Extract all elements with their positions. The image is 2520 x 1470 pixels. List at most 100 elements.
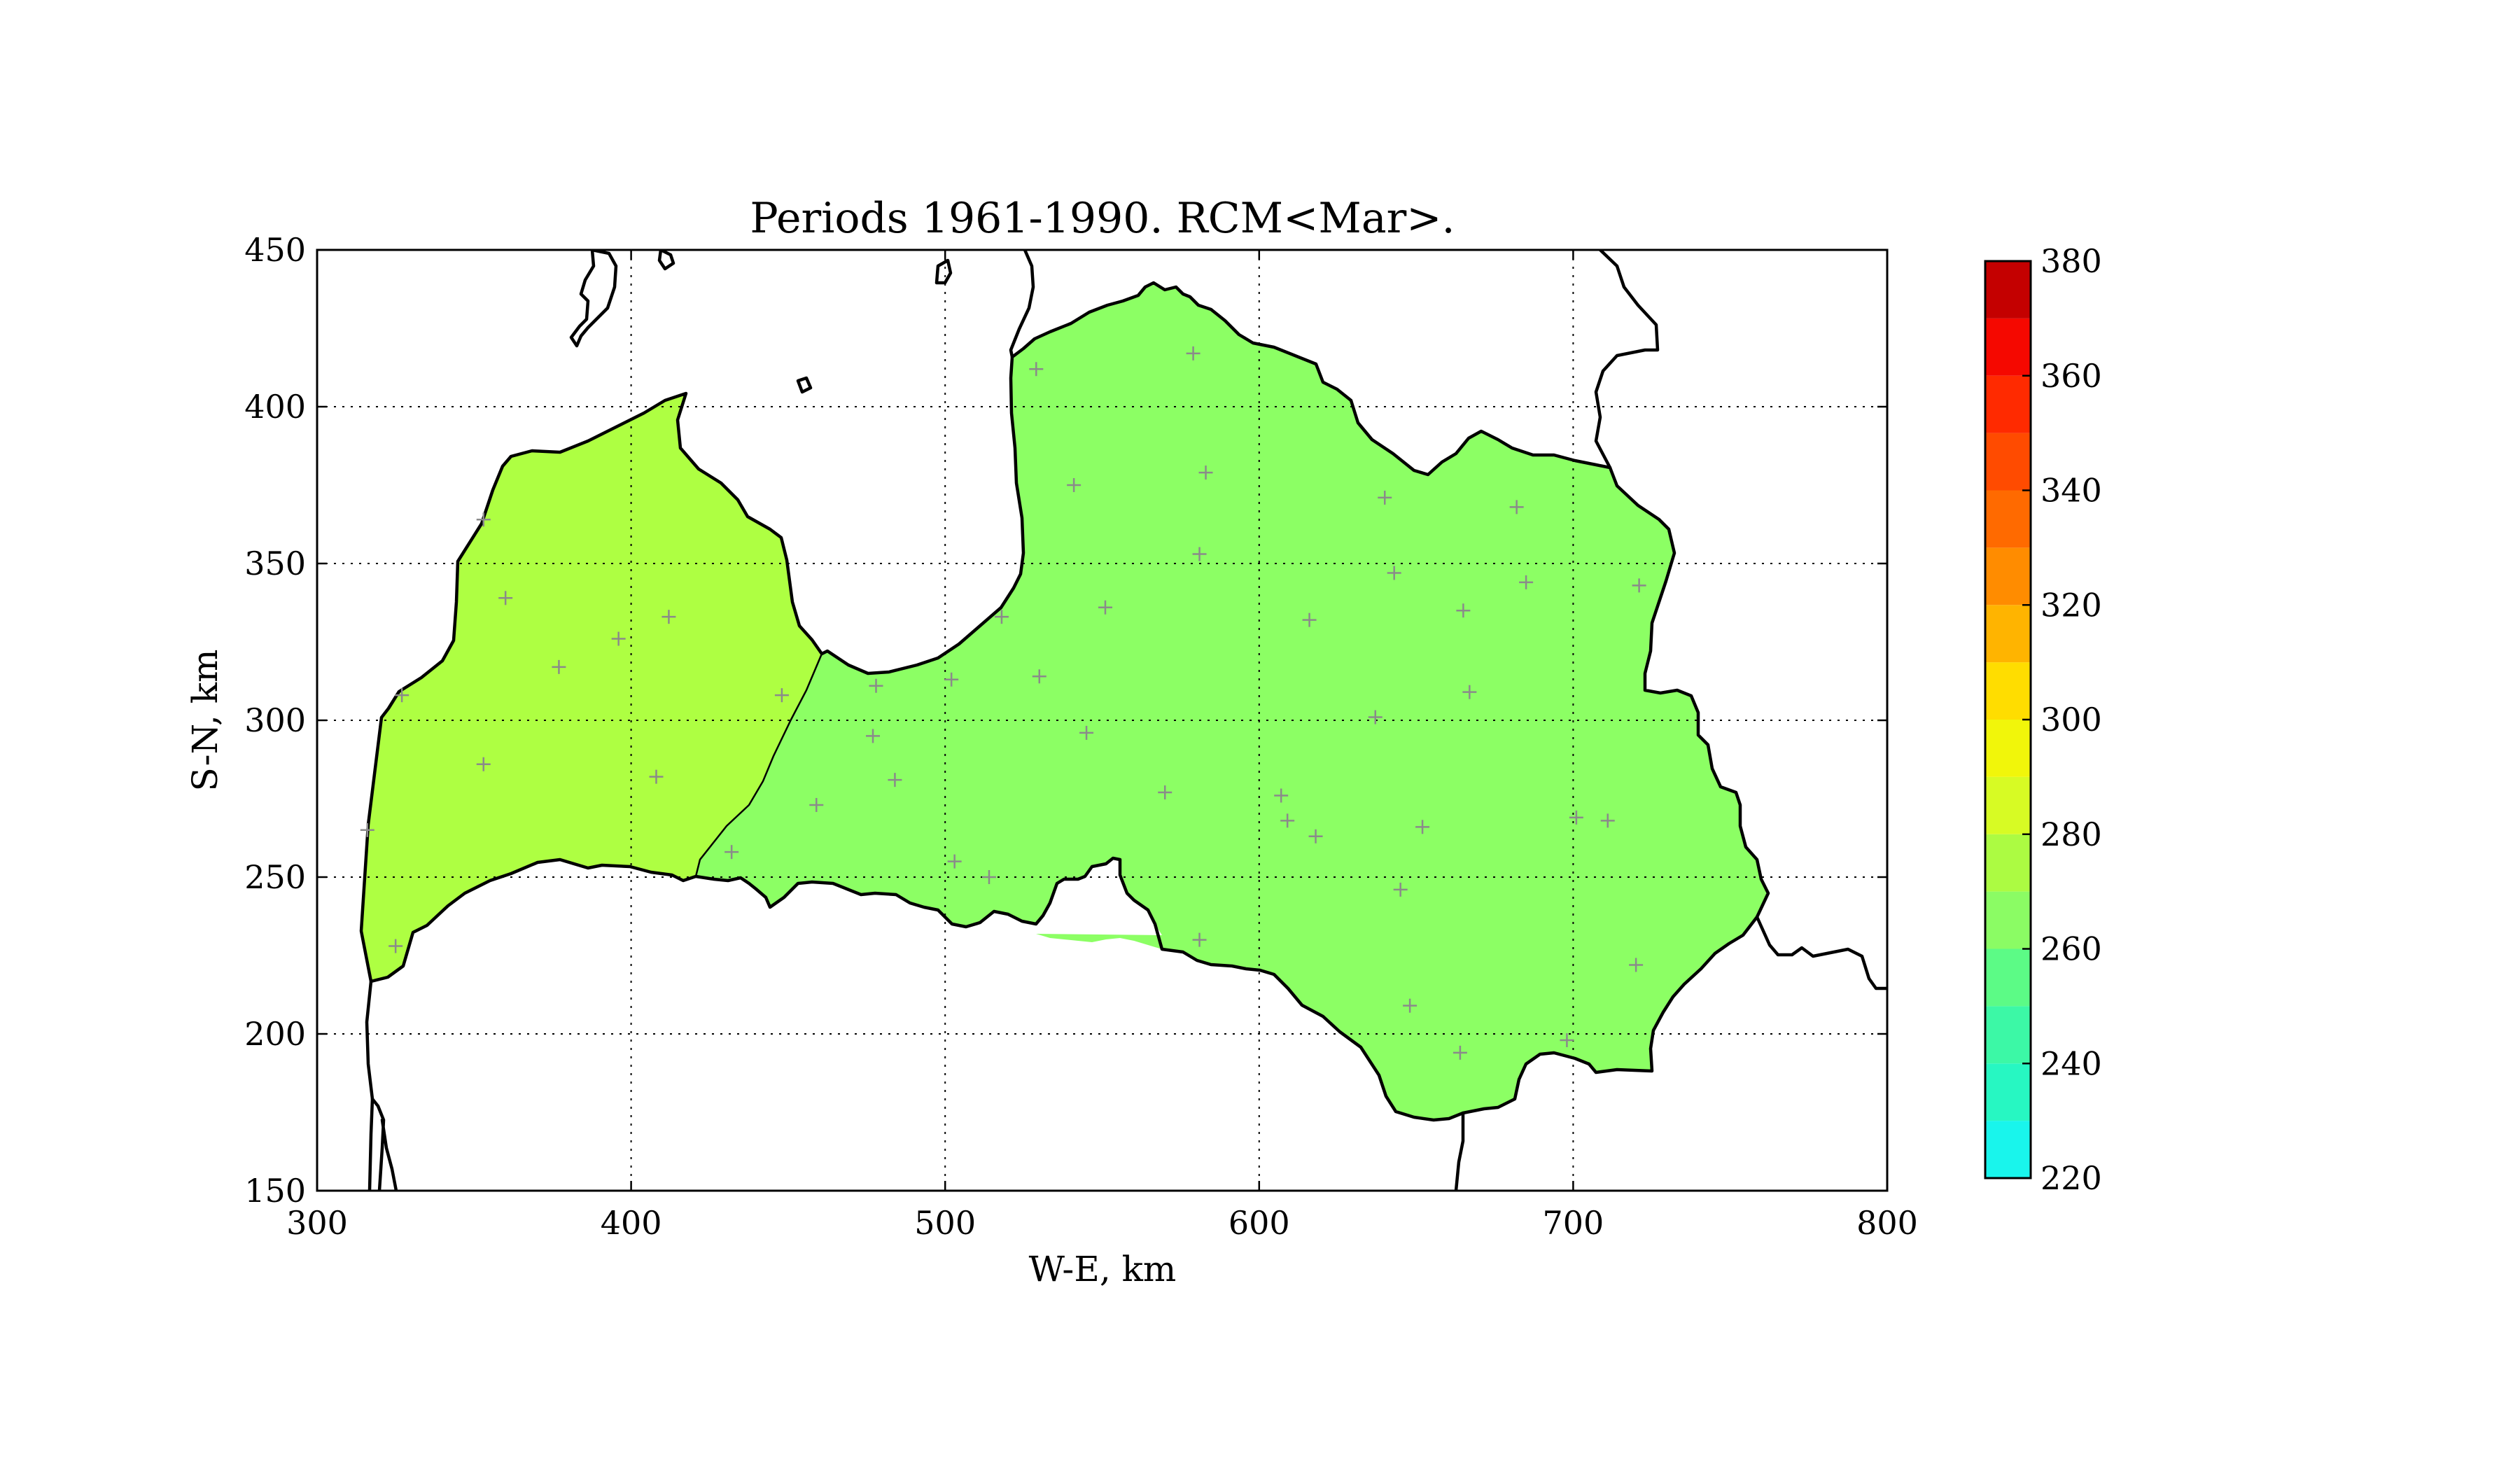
station-marker — [1158, 785, 1172, 800]
island-small-1 — [657, 250, 676, 271]
grid-lines — [317, 250, 1887, 1191]
station-marker — [1032, 669, 1046, 684]
station-marker — [1192, 932, 1207, 947]
station-marker — [1519, 575, 1534, 589]
x-axis-ticks: 300 400 500 600 700 800 — [286, 250, 1918, 1242]
station-marker — [498, 591, 513, 606]
station-marker — [1415, 820, 1430, 834]
station-marker — [1368, 710, 1382, 724]
station-marker — [1308, 829, 1323, 844]
colorbar-tick-label: 340 — [2040, 472, 2102, 510]
belarus-border-line — [1755, 915, 1887, 990]
island-small-3 — [796, 376, 813, 394]
estonia-border-line — [1594, 250, 1660, 470]
x-tick-label: 300 — [286, 1204, 348, 1242]
station-marker — [947, 854, 962, 869]
station-markers — [360, 346, 1646, 1060]
station-marker — [1280, 813, 1295, 828]
station-marker — [1079, 725, 1094, 740]
colorbar-tick-label: 280 — [2040, 816, 2102, 853]
colorbar-segment — [1985, 261, 2031, 318]
lithuania-coast-line — [365, 979, 374, 1191]
station-marker — [1560, 1032, 1574, 1047]
region-west — [361, 393, 822, 981]
station-marker — [552, 659, 566, 674]
colorbar-segment — [1985, 547, 2031, 606]
colorbar-tick-label: 380 — [2040, 242, 2102, 280]
station-marker — [1632, 578, 1646, 593]
station-marker — [982, 870, 997, 884]
x-tick-label: 600 — [1228, 1204, 1290, 1242]
station-marker — [869, 678, 883, 693]
station-marker — [1403, 998, 1418, 1013]
station-marker — [724, 845, 739, 860]
station-marker — [360, 822, 374, 837]
colorbar-segment — [1985, 834, 2031, 892]
station-marker — [1393, 882, 1408, 897]
island-small-2 — [934, 258, 953, 285]
station-marker — [1274, 788, 1289, 803]
station-marker — [388, 939, 403, 953]
station-marker — [1186, 346, 1200, 360]
y-tick-label: 350 — [244, 545, 306, 582]
station-marker — [1198, 465, 1213, 480]
y-tick-label: 450 — [244, 231, 306, 269]
colorbar-segment — [1985, 948, 2031, 1007]
station-marker — [476, 757, 491, 771]
x-axis-label: W-E, km — [1029, 1249, 1177, 1289]
colorbar-tick-label: 320 — [2040, 586, 2102, 624]
station-marker — [866, 729, 881, 743]
curonian-spit-outline — [370, 1097, 398, 1191]
colorbar-segment — [1985, 776, 2031, 834]
map-plot-area — [359, 250, 1887, 1191]
station-marker — [1629, 958, 1644, 972]
station-marker — [1600, 813, 1615, 828]
station-marker — [649, 769, 664, 784]
station-marker — [1387, 566, 1401, 580]
station-marker — [662, 610, 676, 624]
colorbar-tick-label: 260 — [2040, 930, 2102, 968]
station-marker — [1509, 500, 1524, 514]
station-marker — [944, 672, 959, 687]
station-marker — [1462, 685, 1477, 699]
x-tick-label: 500 — [914, 1204, 976, 1242]
colorbar-segment — [1985, 1063, 2031, 1121]
saaremaa-island-outline — [569, 250, 618, 348]
station-marker — [1456, 603, 1471, 618]
lithuania-border-line — [1454, 1111, 1465, 1191]
station-marker — [809, 797, 824, 812]
estonia-coast-line — [1009, 250, 1035, 359]
station-marker — [774, 688, 789, 703]
station-marker — [1192, 547, 1207, 561]
colorbar-tick-label: 300 — [2040, 701, 2102, 738]
colorbar-segment — [1985, 375, 2031, 433]
y-tick-label: 150 — [244, 1172, 306, 1210]
y-tick-label: 300 — [244, 701, 306, 739]
station-marker — [611, 631, 626, 646]
station-marker — [395, 688, 410, 703]
y-tick-label: 400 — [244, 388, 306, 426]
y-axis-ticks: 150 200 250 300 350 400 450 — [244, 231, 1887, 1210]
station-marker — [1378, 490, 1392, 505]
colorbar-segment — [1985, 1121, 2031, 1178]
station-marker — [1569, 810, 1583, 825]
x-tick-label: 400 — [601, 1204, 662, 1242]
colorbar-segment — [1985, 605, 2031, 663]
colorbar-tick-label: 240 — [2040, 1044, 2102, 1082]
chart-title: Periods 1961-1990. RCM<Mar>. — [750, 194, 1455, 243]
station-marker — [1029, 362, 1044, 377]
station-marker — [476, 512, 491, 527]
station-marker — [888, 773, 902, 788]
colorbar: 220 240 260 280 300 320 340 360 380 — [1984, 242, 2102, 1197]
colorbar-segment — [1985, 490, 2031, 548]
region-boundary — [694, 653, 823, 877]
colorbar-segment — [1985, 1006, 2031, 1064]
colorbar-tick-label: 360 — [2040, 357, 2102, 395]
x-tick-label: 700 — [1542, 1204, 1604, 1242]
y-axis-label: S-N, km — [185, 649, 225, 791]
colorbar-segment — [1985, 318, 2031, 376]
station-marker — [1098, 600, 1112, 615]
station-marker — [1302, 612, 1317, 627]
station-marker — [994, 610, 1009, 624]
